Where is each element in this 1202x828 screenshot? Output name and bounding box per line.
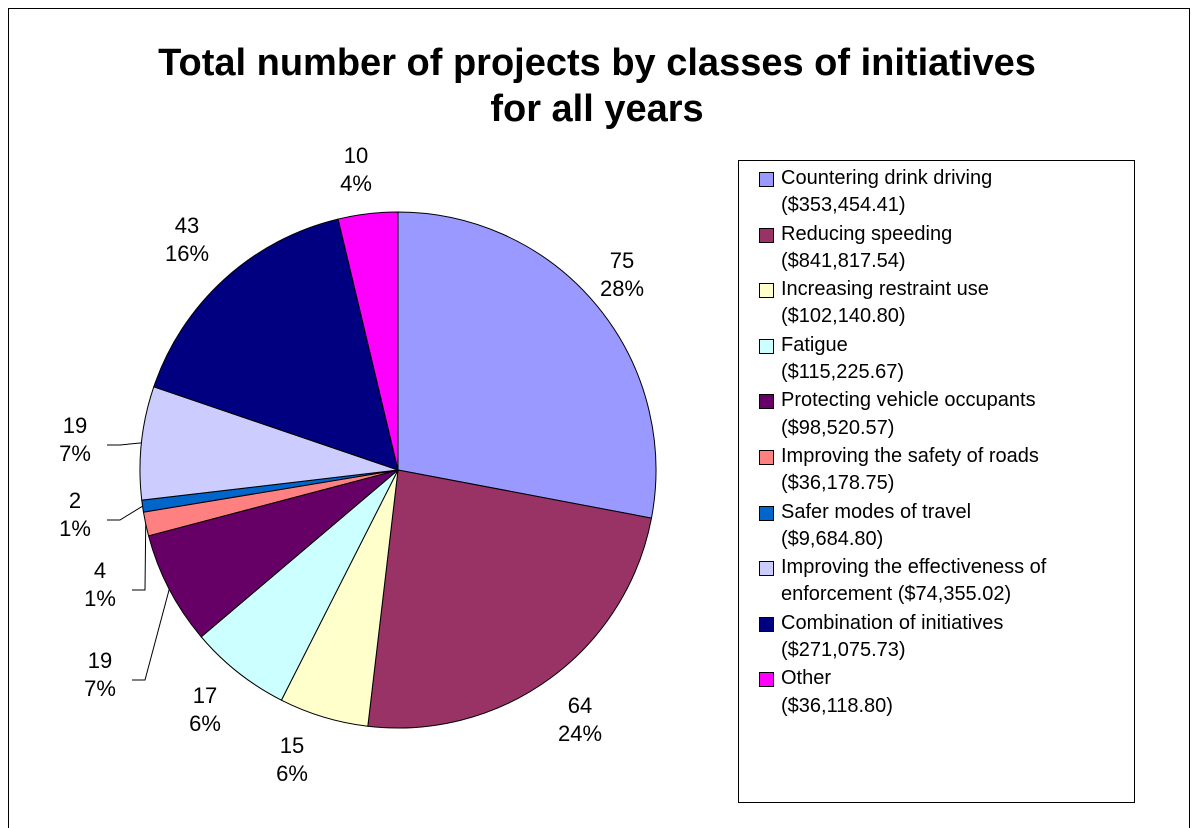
legend-swatch [759, 172, 774, 187]
data-label: 75 [610, 248, 634, 273]
legend-swatch [759, 394, 774, 410]
legend-label: Safer modes of travel ($9,684.80) [781, 500, 972, 550]
legend-entry: Reducing speeding ($841,817.54) [759, 221, 1128, 276]
legend-label: Countering drink driving ($353,454.41) [781, 167, 993, 217]
percent-label: 6% [189, 711, 221, 736]
percent-label: 7% [59, 441, 91, 466]
legend-label: Combination of initiatives ($271,075.73) [781, 611, 1004, 662]
data-label: 64 [568, 693, 592, 718]
percent-label: 16% [165, 241, 209, 266]
data-label: 19 [63, 413, 87, 438]
legend-label: Improving the effectiveness of enforceme… [781, 556, 1047, 606]
legend-entry: Protecting vehicle occupants ($98,520.57… [759, 387, 1128, 442]
percent-label: 4% [340, 171, 372, 196]
legend-label: Other ($36,118.80) [781, 667, 893, 717]
pie-slice [153, 218, 399, 471]
legend-entry: Countering drink driving ($353,454.41) [759, 165, 1128, 220]
legend-swatch [759, 561, 774, 577]
pie-slice [139, 386, 399, 501]
percent-label: 1% [84, 586, 116, 611]
legend-swatch [759, 449, 774, 465]
legend-entry: Combination of initiatives ($271,075.73) [759, 610, 1128, 665]
legend-entry: Fatigue ($115,225.67) [759, 332, 1128, 387]
data-label: 15 [280, 733, 304, 758]
chart-frame [8, 8, 1190, 828]
leader-line [107, 505, 143, 521]
legend-entry: Improving the effectiveness of enforceme… [759, 554, 1128, 609]
legend-swatch [759, 672, 774, 688]
legend-entry: Safer modes of travel ($9,684.80) [759, 499, 1128, 554]
legend-swatch [759, 505, 774, 521]
legend-label: Fatigue ($115,225.67) [781, 333, 905, 384]
data-label: 19 [88, 648, 112, 673]
leader-line [132, 589, 170, 681]
data-label: 4 [94, 558, 106, 583]
legend-swatch [759, 227, 774, 243]
legend-label: Increasing restraint use ($102,140.80) [781, 278, 989, 328]
pie-slice [147, 469, 399, 638]
data-label: 43 [175, 213, 199, 238]
pie-slice [337, 211, 399, 471]
legend-swatch [759, 338, 774, 354]
percent-label: 28% [600, 276, 644, 301]
pie-slice [367, 469, 653, 729]
leader-line [132, 524, 147, 591]
percent-label: 7% [84, 676, 116, 701]
legend-entry: Other ($36,118.80) [759, 665, 1128, 720]
legend-label: Improving the safety of roads ($36,178.7… [781, 444, 1039, 495]
percent-label: 6% [276, 761, 308, 786]
percent-label: 1% [59, 516, 91, 541]
legend-swatch [759, 616, 774, 632]
legend-label: Reducing speeding ($841,817.54) [781, 222, 953, 272]
percent-label: 24% [558, 721, 602, 746]
leader-line [107, 442, 142, 446]
data-label: 2 [69, 488, 81, 513]
data-label: 10 [344, 143, 368, 168]
legend: Countering drink driving ($353,454.41) Re… [738, 160, 1135, 803]
pie-slice [397, 211, 657, 519]
legend-entry: Improving the safety of roads ($36,178.7… [759, 443, 1128, 498]
chart-title: Total number of projects by classes of i… [158, 42, 1036, 130]
legend-entry: Increasing restraint use ($102,140.80) [759, 276, 1128, 331]
data-label: 17 [193, 683, 217, 708]
legend-swatch [759, 283, 774, 299]
legend-label: Protecting vehicle occupants ($98,520.57… [781, 389, 1036, 439]
